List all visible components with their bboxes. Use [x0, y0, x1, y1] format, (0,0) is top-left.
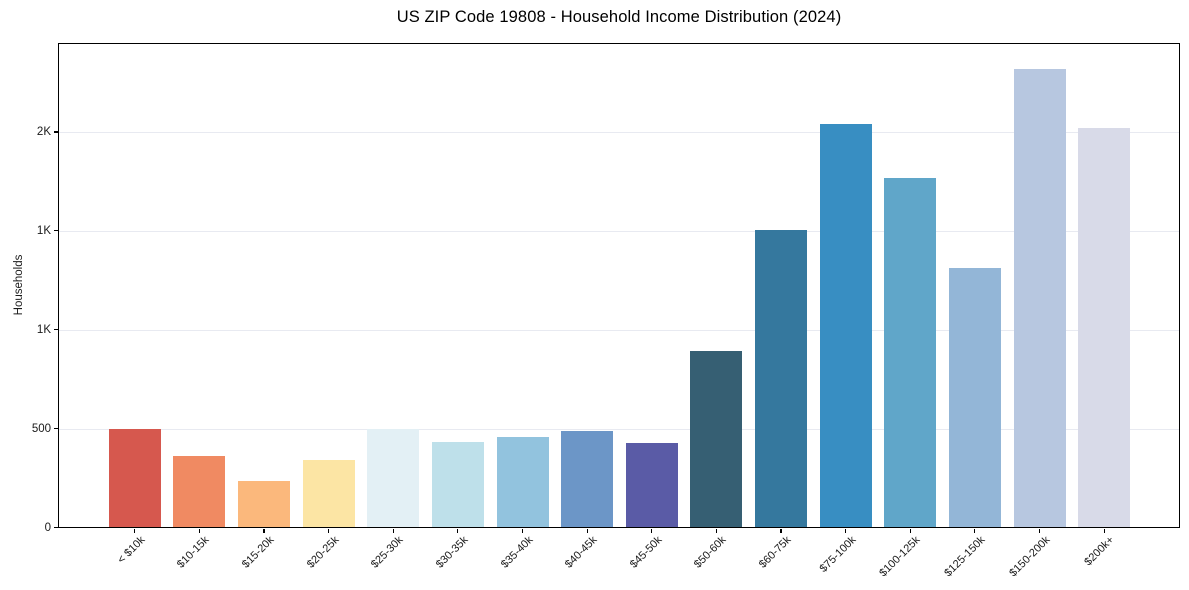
gridline: [59, 230, 1179, 232]
y-tick-label: 1K: [36, 224, 51, 237]
plot-area: [58, 43, 1180, 528]
y-tick-mark: [53, 329, 58, 331]
x-tick-mark: [521, 528, 524, 533]
bar--20-25k: [302, 459, 355, 528]
x-tick-mark: [845, 528, 847, 533]
y-tick-label: 0: [44, 521, 51, 534]
y-tick-mark: [53, 526, 58, 529]
x-tick-mark: [1038, 528, 1041, 533]
x-tick-mark: [974, 528, 976, 533]
bar--200k+: [1078, 128, 1131, 528]
y-tick-mark: [53, 230, 58, 232]
x-tick-mark: [586, 528, 588, 533]
x-tick-mark: [198, 528, 200, 533]
gridline: [59, 329, 1179, 331]
bar--15-20k: [238, 481, 290, 528]
bar--25-30k: [367, 428, 420, 528]
y-axis-label: Households: [13, 254, 25, 316]
gridline: [59, 132, 1179, 133]
x-tick-mark: [263, 528, 265, 533]
x-tick-mark: [392, 528, 394, 533]
y-tick-label: 1K: [36, 323, 51, 336]
y-tick-mark: [53, 131, 58, 133]
x-tick-mark: [715, 528, 717, 533]
bar--75-100k: [819, 124, 872, 528]
y-tick-label: 500: [31, 422, 51, 435]
x-tick-mark: [134, 528, 136, 533]
x-tick-mark: [651, 528, 653, 533]
bar--150-200k: [1013, 68, 1066, 528]
x-tick-mark: [328, 528, 330, 533]
bar--30-35k: [431, 441, 484, 528]
bar--60-75k: [755, 229, 807, 528]
x-tick-mark: [457, 528, 459, 533]
y-tick-label: 2K: [36, 126, 51, 138]
chart-title: US ZIP Code 19808 - Household Income Dis…: [396, 8, 842, 26]
x-tick-mark: [780, 528, 782, 533]
bar--50-60k: [690, 350, 743, 528]
bar--35-40k: [496, 436, 549, 528]
bar--40-45k: [561, 430, 614, 528]
bar--125-150k: [948, 267, 1001, 528]
bar--10-15k: [173, 456, 226, 528]
x-tick-mark: [1103, 528, 1105, 533]
y-tick-mark: [53, 428, 58, 430]
x-tick-label: < $10k: [115, 534, 148, 567]
x-tick-mark: [909, 528, 911, 533]
gridline: [59, 428, 1179, 430]
bar--100-125k: [884, 177, 937, 528]
bar--10k: [108, 428, 161, 528]
bar--45-50k: [625, 442, 678, 528]
